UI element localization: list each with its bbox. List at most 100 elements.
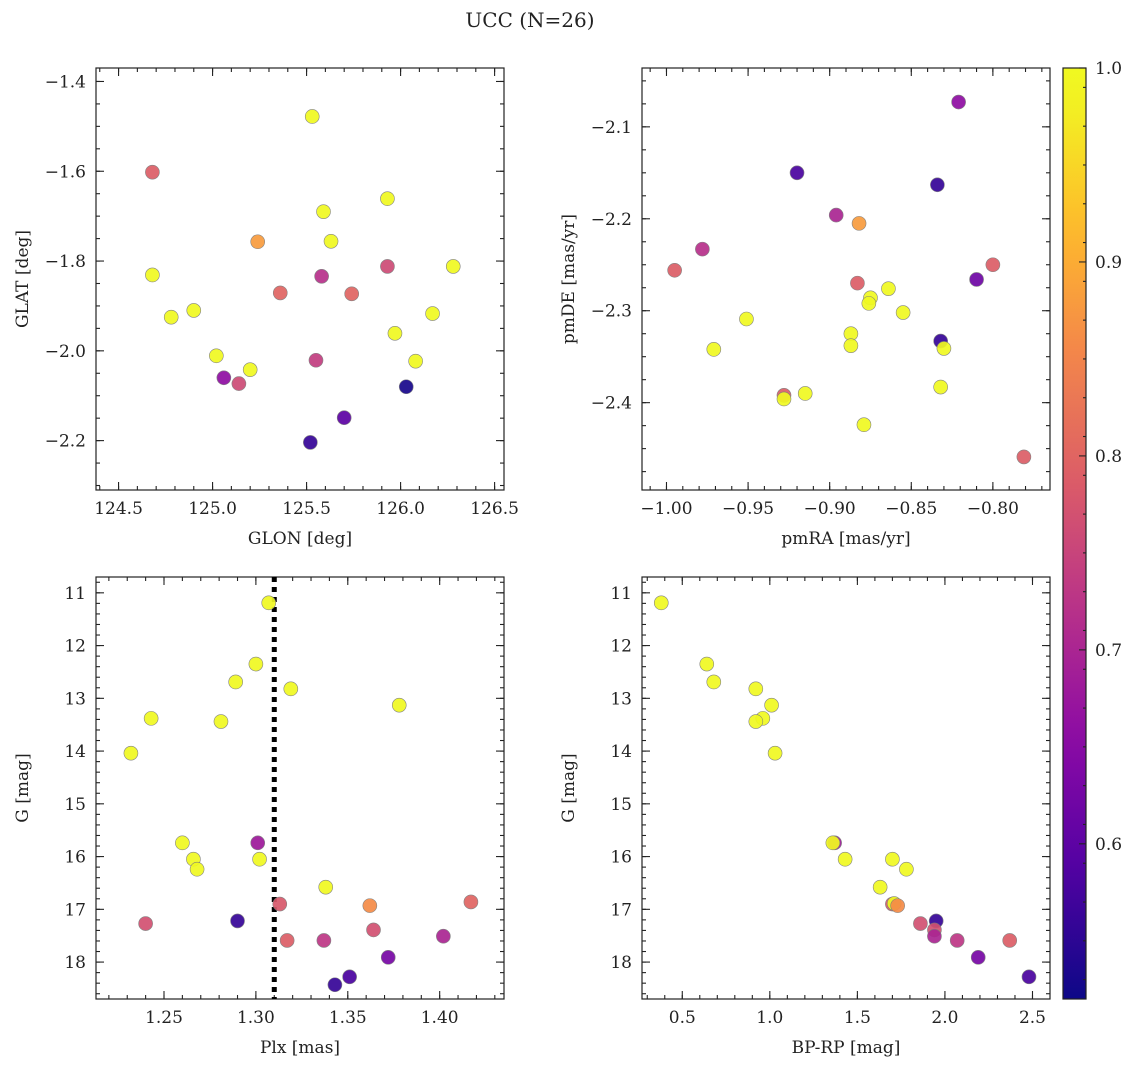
scatter-point bbox=[209, 348, 224, 364]
scatter-point bbox=[189, 861, 205, 877]
colorbar-tick-label: 0.6 bbox=[1095, 835, 1122, 855]
plot-frame bbox=[95, 67, 505, 491]
scatter-point bbox=[1002, 933, 1018, 948]
scatter-point bbox=[123, 745, 139, 761]
scatter-point bbox=[316, 204, 331, 219]
scatter-point bbox=[230, 913, 245, 929]
scatter-point bbox=[323, 233, 339, 249]
scatter-point bbox=[308, 352, 324, 368]
scatter-point bbox=[895, 305, 911, 320]
colorbar-tick-label: 1.0 bbox=[1095, 59, 1122, 79]
x-tick-label: 1.0 bbox=[756, 1008, 783, 1028]
y-tick-label: −1.6 bbox=[45, 162, 86, 182]
y-tick-label: −2.2 bbox=[45, 432, 86, 452]
plot-frame bbox=[641, 576, 1051, 1000]
scatter-point bbox=[985, 257, 1001, 273]
colorbar: 0.6 0.7 0.8 0.9 1.0 bbox=[1062, 59, 1122, 1000]
scatter-point bbox=[175, 835, 190, 851]
panel-bprp-g: 0.5 1.0 1.5 2.0 2.5 11 12 13 14 15 16 17 18 BP-RP [ma… bbox=[559, 576, 1051, 1058]
panel-glon-glat: 124.5 125.0 125.5 126.0 126.5 −2.2 −2.0 −1.8 −1.… bbox=[13, 67, 519, 549]
panel-plx-g: 1.25 1.30 1.35 1.40 11 12 13 14 15 16 17 18 Plx [mas… bbox=[13, 576, 505, 1058]
x-tick-label: 1.25 bbox=[145, 1008, 183, 1028]
x-tick-label: −0.95 bbox=[722, 499, 774, 519]
scatter-point bbox=[843, 338, 859, 353]
scatter-point bbox=[825, 835, 841, 851]
scatter-point bbox=[391, 697, 407, 713]
panel-pmra-pmde: −1.00 −0.95 −0.90 −0.85 −0.80 −2.4 −2.3 −2.2 −2.… bbox=[559, 67, 1051, 549]
scatter-point bbox=[145, 267, 160, 283]
scatter-point bbox=[890, 898, 905, 913]
scatter-point bbox=[872, 879, 888, 895]
y-tick-label: −1.8 bbox=[45, 252, 86, 272]
scatter-point bbox=[899, 861, 914, 877]
scatter-point bbox=[949, 933, 965, 948]
scatter-point bbox=[314, 269, 329, 284]
scatter-point bbox=[969, 272, 984, 287]
y-tick-label: 18 bbox=[64, 953, 86, 973]
scatter-point bbox=[837, 851, 853, 867]
x-tick-label: 125.0 bbox=[188, 499, 237, 519]
x-tick-label: 125.5 bbox=[282, 499, 331, 519]
scatter-point bbox=[927, 928, 942, 944]
x-axis-label: BP-RP [mag] bbox=[792, 1038, 901, 1058]
x-tick-label: −0.80 bbox=[967, 499, 1019, 519]
y-tick-label: 13 bbox=[610, 689, 632, 709]
y-tick-label: 12 bbox=[64, 637, 86, 657]
scatter-point bbox=[261, 595, 277, 611]
scatter-point bbox=[1021, 969, 1037, 985]
scatter-point bbox=[748, 681, 764, 697]
y-tick-label: −1.4 bbox=[45, 72, 86, 92]
y-tick-label: 16 bbox=[610, 848, 632, 868]
y-tick-label: 17 bbox=[64, 900, 86, 920]
y-tick-label: 11 bbox=[64, 584, 86, 604]
scatter-point bbox=[145, 164, 160, 180]
scatter-point bbox=[250, 234, 265, 250]
x-tick-label: −0.85 bbox=[885, 499, 937, 519]
x-tick-label: 1.30 bbox=[237, 1008, 275, 1028]
y-tick-label: −2.3 bbox=[591, 302, 632, 322]
scatter-point bbox=[748, 714, 764, 729]
scatter-point bbox=[653, 595, 669, 611]
y-tick-label: −2.1 bbox=[591, 118, 632, 138]
x-tick-label: 1.40 bbox=[421, 1008, 459, 1028]
scatter-point bbox=[366, 922, 381, 938]
scatter-point bbox=[739, 311, 754, 327]
scatter-point bbox=[250, 835, 266, 851]
scatter-point bbox=[667, 262, 682, 278]
colorbar-gradient bbox=[1063, 68, 1086, 999]
x-tick-label: 1.5 bbox=[844, 1008, 871, 1028]
scatter-point bbox=[936, 341, 952, 356]
x-axis-label: GLON [deg] bbox=[248, 529, 352, 549]
scatter-point bbox=[336, 410, 352, 426]
scatter-point bbox=[327, 977, 343, 993]
scatter-point bbox=[1016, 449, 1032, 465]
scatter-point bbox=[695, 241, 710, 257]
scatter-point bbox=[228, 674, 243, 690]
x-tick-label: 126.0 bbox=[376, 499, 425, 519]
scatter-point bbox=[699, 656, 715, 672]
x-axis-label: pmRA [mas/yr] bbox=[781, 529, 910, 549]
scatter-point bbox=[248, 656, 264, 672]
scatter-point bbox=[425, 306, 440, 321]
scatter-point bbox=[342, 969, 357, 985]
x-tick-label: −0.90 bbox=[804, 499, 856, 519]
scatter-point bbox=[242, 362, 258, 377]
colorbar-frame bbox=[1062, 67, 1087, 1000]
x-axis-label: Plx [mas] bbox=[260, 1038, 340, 1058]
scatter-point bbox=[881, 281, 896, 296]
y-tick-label: −2.4 bbox=[591, 394, 632, 414]
x-tick-label: 2.0 bbox=[931, 1008, 958, 1028]
scatter-point bbox=[387, 326, 403, 341]
scatter-point bbox=[163, 309, 179, 325]
scatter-point bbox=[436, 928, 451, 944]
y-tick-label: 14 bbox=[64, 742, 86, 762]
scatter-point bbox=[706, 674, 722, 690]
scatter-point bbox=[856, 417, 872, 433]
scatter-point bbox=[380, 191, 395, 206]
scatter-point bbox=[272, 896, 288, 912]
y-tick-label: 15 bbox=[64, 795, 86, 815]
y-tick-label: 16 bbox=[64, 848, 86, 868]
scatter-point bbox=[362, 898, 378, 913]
x-tick-label: 1.35 bbox=[329, 1008, 367, 1028]
